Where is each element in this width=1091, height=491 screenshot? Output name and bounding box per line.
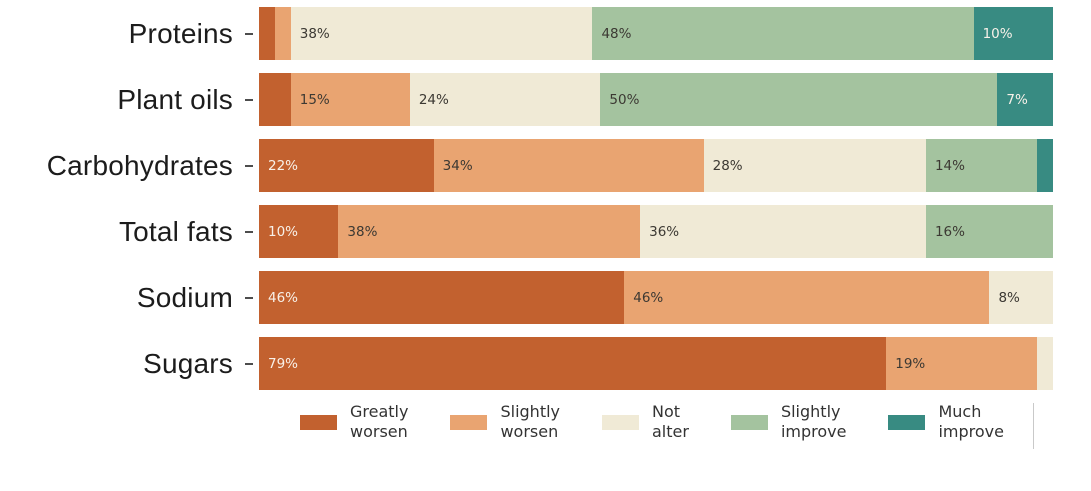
legend-swatch <box>300 414 337 430</box>
legend-item: Greatly worsen <box>300 402 408 442</box>
axis-tick <box>245 164 253 167</box>
bar-segment <box>1037 139 1053 192</box>
axis-tick-cell <box>233 139 259 192</box>
chart-row: Plant oils 15% 24% 50% 7% <box>0 73 1091 126</box>
legend-label: Greatly worsen <box>350 402 409 441</box>
bar-segment: 19% <box>886 337 1038 390</box>
segment-value-label: 79% <box>268 355 299 372</box>
bar-segment: 8% <box>989 271 1053 324</box>
segment-value-label: 8% <box>998 289 1020 306</box>
segment-value-label: 34% <box>442 157 473 174</box>
chart-plot-area: Proteins 38% 48% 10% Plant oils 15% 24% 50% 7% Ca… <box>0 7 1091 403</box>
bar-segment <box>274 7 291 60</box>
bar-segment <box>259 7 275 60</box>
legend-item: Slightly worsen <box>450 402 560 442</box>
bar-segment <box>1037 337 1053 390</box>
bar-segment: 46% <box>624 271 990 324</box>
axis-tick <box>245 296 253 299</box>
segment-value-label: 46% <box>633 289 664 306</box>
stacked-bar: 38% 48% 10% <box>259 7 1053 60</box>
legend-swatch <box>888 414 926 430</box>
bar-segment: 16% <box>925 205 1053 258</box>
legend-item: Not alter <box>602 402 689 442</box>
chart-row: Sugars 79% 19% <box>0 337 1091 390</box>
legend-label: Slightly worsen <box>500 402 560 441</box>
stacked-bar: 79% 19% <box>259 337 1053 390</box>
bar-segment: 34% <box>433 139 704 192</box>
segment-value-label: 7% <box>1006 91 1028 108</box>
axis-tick-cell <box>233 7 259 60</box>
chart-legend: Greatly worsen Slightly worsen Not alter Sl… <box>300 402 1004 442</box>
chart-row: Sodium 46% 46% 8% <box>0 271 1091 324</box>
bar-segment: 14% <box>925 139 1038 192</box>
bar-segment: 48% <box>592 7 974 60</box>
stacked-bar: 10% 38% 36% 16% <box>259 205 1053 258</box>
category-label: Plant oils <box>117 84 233 115</box>
chart-row: Carbohydrates 22% 34% 28% 14% <box>0 139 1091 192</box>
category-label: Carbohydrates <box>46 150 233 181</box>
segment-value-label: 10% <box>268 223 299 240</box>
legend-item: Much improve <box>888 402 1004 442</box>
category-label: Sugars <box>143 348 233 379</box>
category-label: Proteins <box>128 18 233 49</box>
segment-value-label: 22% <box>268 157 299 174</box>
axis-tick <box>245 98 253 101</box>
segment-value-label: 36% <box>649 223 680 240</box>
segment-value-label: 15% <box>299 91 330 108</box>
legend-label: Slightly improve <box>780 402 847 441</box>
bar-segment <box>259 73 291 126</box>
axis-tick-cell <box>233 73 259 126</box>
stacked-bar: 46% 46% 8% <box>259 271 1053 324</box>
bar-segment: 10% <box>973 7 1053 60</box>
legend-swatch <box>602 414 639 430</box>
segment-value-label: 19% <box>895 355 926 372</box>
axis-tick-cell <box>233 205 259 258</box>
bar-segment: 22% <box>259 139 434 192</box>
axis-tick-cell <box>233 337 259 390</box>
bar-segment: 36% <box>640 205 926 258</box>
bar-segment: 46% <box>259 271 625 324</box>
bar-segment: 38% <box>290 7 593 60</box>
axis-tick <box>245 32 253 35</box>
bar-segment: 10% <box>259 205 339 258</box>
segment-value-label: 24% <box>418 91 449 108</box>
bar-segment: 79% <box>259 337 887 390</box>
segment-value-label: 10% <box>982 25 1013 42</box>
segment-value-label: 48% <box>601 25 632 42</box>
bar-segment: 38% <box>338 205 641 258</box>
chart-row: Total fats 10% 38% 36% 16% <box>0 205 1091 258</box>
stacked-bar: 15% 24% 50% 7% <box>259 73 1053 126</box>
stacked-bar: 22% 34% 28% 14% <box>259 139 1053 192</box>
segment-value-label: 38% <box>347 223 378 240</box>
chart-row: Proteins 38% 48% 10% <box>0 7 1091 60</box>
legend-divider-line <box>1033 403 1034 449</box>
segment-value-label: 14% <box>934 157 965 174</box>
legend-swatch <box>730 414 768 430</box>
legend-item: Slightly improve <box>730 402 847 442</box>
bar-segment: 15% <box>290 73 410 126</box>
category-label: Total fats <box>118 216 233 247</box>
bar-segment: 24% <box>409 73 601 126</box>
legend-label: Much improve <box>938 402 1004 441</box>
category-label: Sodium <box>136 282 233 313</box>
bar-segment: 50% <box>600 73 998 126</box>
axis-tick-cell <box>233 271 259 324</box>
legend-label: Not alter <box>652 402 689 441</box>
segment-value-label: 38% <box>299 25 330 42</box>
segment-value-label: 50% <box>609 91 640 108</box>
legend-swatch <box>450 414 488 430</box>
bar-segment: 28% <box>703 139 926 192</box>
bar-segment: 7% <box>997 73 1053 126</box>
axis-tick <box>245 362 253 365</box>
segment-value-label: 28% <box>712 157 743 174</box>
segment-value-label: 46% <box>268 289 299 306</box>
segment-value-label: 16% <box>934 223 965 240</box>
axis-tick <box>245 230 253 233</box>
